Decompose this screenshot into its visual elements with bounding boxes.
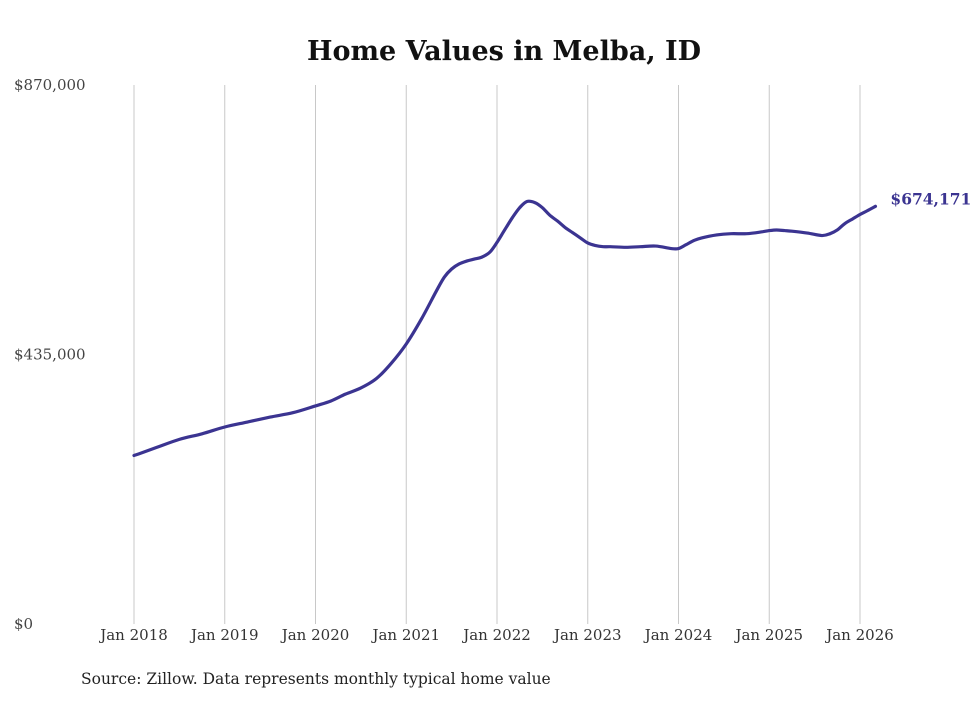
series-layer: $674,171: [132, 189, 971, 458]
grid-lines: [133, 85, 861, 624]
x-axis-ticks: Jan 2018 Jan 2019 Jan 2020 Jan 2021 Jan 2022…: [98, 626, 894, 644]
x-tick-label: Jan 2026: [824, 626, 894, 644]
series-line: [132, 199, 878, 458]
x-tick-label: Jan 2018: [98, 626, 168, 644]
x-tick-label: Jan 2019: [189, 626, 259, 644]
y-tick-label: $0: [14, 615, 33, 633]
x-tick-label: Jan 2022: [461, 626, 531, 644]
x-tick-label: Jan 2023: [552, 626, 622, 644]
y-tick-label: $870,000: [14, 76, 86, 94]
x-tick-label: Jan 2020: [280, 626, 350, 644]
x-tick-label: Jan 2024: [643, 626, 713, 644]
y-tick-label: $435,000: [14, 346, 86, 364]
end-value-label: $674,171: [890, 189, 971, 208]
chart-title: Home Values in Melba, ID: [307, 36, 701, 67]
y-axis-ticks: $0 $435,000 $870,000: [14, 76, 86, 633]
x-tick-label: Jan 2025: [733, 626, 803, 644]
source-note: Source: Zillow. Data represents monthly …: [81, 670, 551, 688]
x-tick-label: Jan 2021: [370, 626, 440, 644]
